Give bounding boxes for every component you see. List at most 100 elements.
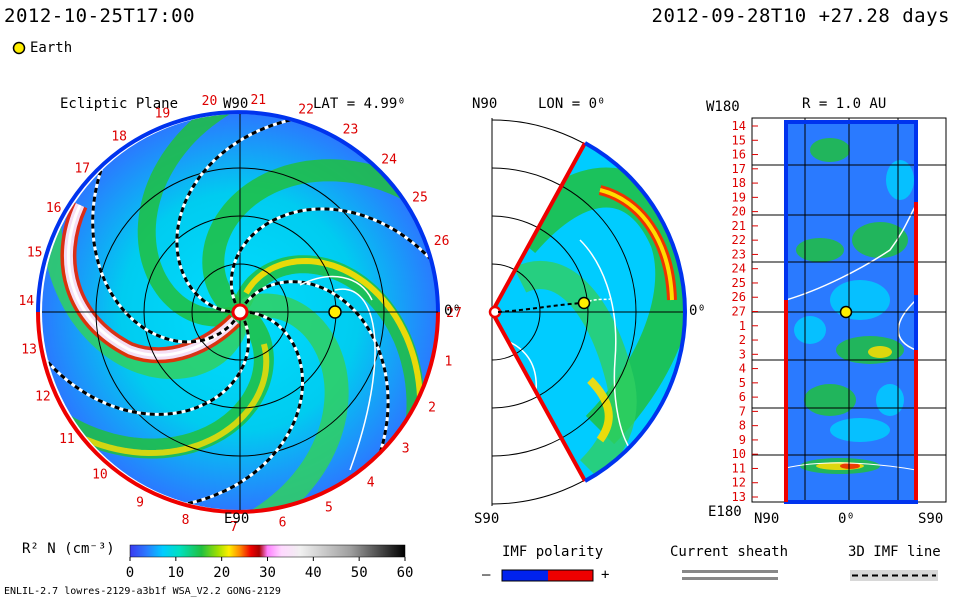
rim-number-15: 15 — [27, 246, 43, 261]
ecliptic-right-label: 0⁰ — [444, 303, 461, 319]
ecliptic-top-label: W90 — [223, 96, 249, 112]
rim-number-14: 14 — [18, 294, 34, 309]
colorbar-tick-0: 0 — [126, 565, 134, 581]
rim-number-24: 24 — [381, 153, 397, 168]
earth-marker-ecliptic — [328, 305, 342, 319]
imf-polarity-bar — [501, 569, 594, 582]
radial-y-label-15: 15 — [732, 133, 746, 147]
radial-y-label-8: 8 — [739, 419, 746, 433]
density-colorbar: 0 10 20 30 40 50 60 — [126, 544, 414, 581]
radial-y-label-23: 23 — [732, 247, 746, 261]
imf-negative-swatch — [502, 570, 548, 581]
radial-y-label-10: 10 — [732, 447, 746, 461]
rim-number-2: 2 — [428, 400, 436, 415]
rim-number-13: 13 — [21, 343, 37, 358]
rim-number-4: 4 — [367, 476, 375, 491]
earth-marker-radial — [839, 305, 853, 319]
rim-number-18: 18 — [111, 129, 127, 144]
rim-number-7: 7 — [230, 520, 238, 535]
rim-number-1: 1 — [444, 355, 452, 370]
meridional-lon-label: LON = 0⁰ — [538, 96, 606, 112]
rim-number-11: 11 — [59, 432, 75, 447]
radial-x-label-s90: S90 — [918, 511, 944, 527]
radial-y-label-13: 13 — [732, 490, 746, 504]
earth-legend-label: Earth — [30, 40, 73, 56]
radial-y-label-5: 5 — [739, 376, 746, 390]
radial-y-label-25: 25 — [732, 276, 746, 290]
imf-line-title: 3D IMF line — [848, 544, 941, 560]
ecliptic-lat-label: LAT = 4.99⁰ — [313, 96, 406, 112]
radial-y-label-24: 24 — [732, 262, 746, 276]
radial-y-label-18: 18 — [732, 176, 746, 190]
rim-number-26: 26 — [434, 234, 450, 249]
ecliptic-bottom-label: E90 — [224, 511, 250, 527]
model-info: ENLIL-2.7 lowres-2129-a3b1f WSA_V2.2 GON… — [4, 586, 281, 597]
rim-number-23: 23 — [343, 123, 359, 138]
colorbar-label: R² N (cm⁻³) — [22, 541, 115, 557]
meridional-bottom-label: S90 — [474, 511, 500, 527]
current-sheath-swatch — [682, 570, 778, 580]
imf-polarity-minus: – — [482, 567, 491, 583]
rim-number-19: 19 — [155, 107, 171, 122]
rim-number-21: 21 — [250, 93, 266, 108]
rim-number-5: 5 — [325, 501, 333, 516]
radial-y-label-11: 11 — [732, 462, 746, 476]
radial-y-label-12: 12 — [732, 476, 746, 490]
rim-number-10: 10 — [92, 468, 108, 483]
radial-x-label-n90: N90 — [754, 511, 780, 527]
colorbar-tick-20: 20 — [213, 565, 230, 581]
rim-number-3: 3 — [402, 442, 410, 457]
radial-y-label-16: 16 — [732, 148, 746, 162]
radial-x-label-0: 0⁰ — [838, 511, 855, 527]
imf-positive-swatch — [548, 570, 593, 581]
earth-legend-icon — [12, 41, 26, 55]
colorbar-tick-50: 50 — [351, 565, 368, 581]
radial-bottom-left-label: E180 — [708, 504, 742, 520]
colorbar-tick-30: 30 — [259, 565, 276, 581]
left-timestamp: 2012-10-25T17:00 — [4, 5, 196, 27]
rim-number-8: 8 — [182, 513, 190, 528]
meridional-panel — [488, 118, 687, 506]
ecliptic-title: Ecliptic Plane — [60, 96, 179, 112]
rim-number-27: 27 — [446, 306, 462, 321]
meridional-right-label: 0⁰ — [689, 303, 706, 319]
radial-y-label-19: 19 — [732, 190, 746, 204]
current-sheath-title: Current sheath — [670, 544, 789, 560]
rim-number-20: 20 — [202, 94, 218, 109]
colorbar-tick-10: 10 — [167, 565, 184, 581]
colorbar-tick-60: 60 — [397, 565, 414, 581]
imf-polarity-title: IMF polarity — [502, 544, 604, 560]
radial-y-label-21: 21 — [732, 219, 746, 233]
rim-number-25: 25 — [412, 190, 428, 205]
rim-number-17: 17 — [74, 161, 90, 176]
imf-line-swatch — [850, 570, 938, 581]
meridional-top-label: N90 — [472, 96, 498, 112]
radial-y-label-9: 9 — [739, 433, 746, 447]
radial-r-label: R = 1.0 AU — [802, 96, 887, 112]
rim-number-16: 16 — [46, 201, 62, 216]
rim-number-22: 22 — [298, 103, 314, 118]
right-timestamp: 2012-09-28T10 +27.28 days — [651, 5, 950, 27]
radial-y-label-17: 17 — [732, 162, 746, 176]
radial-y-label-27: 27 — [732, 305, 746, 319]
radial-panel: 1415161718192021222324252627123456789101… — [732, 117, 947, 504]
radial-y-label-6: 6 — [739, 390, 746, 404]
rim-number-9: 9 — [136, 495, 144, 510]
radial-y-label-4: 4 — [739, 362, 746, 376]
rim-number-6: 6 — [279, 516, 287, 531]
radial-y-label-14: 14 — [732, 119, 746, 133]
radial-y-label-7: 7 — [739, 404, 746, 418]
radial-y-label-3: 3 — [739, 347, 746, 361]
imf-polarity-plus: + — [601, 567, 610, 583]
earth-marker-meridional — [577, 296, 591, 310]
radial-y-label-20: 20 — [732, 205, 746, 219]
radial-y-label-2: 2 — [739, 333, 746, 347]
rim-number-12: 12 — [35, 389, 51, 404]
radial-y-label-1: 1 — [739, 319, 746, 333]
radial-y-label-22: 22 — [732, 233, 746, 247]
colorbar-tick-40: 40 — [305, 565, 322, 581]
radial-y-label-26: 26 — [732, 290, 746, 304]
